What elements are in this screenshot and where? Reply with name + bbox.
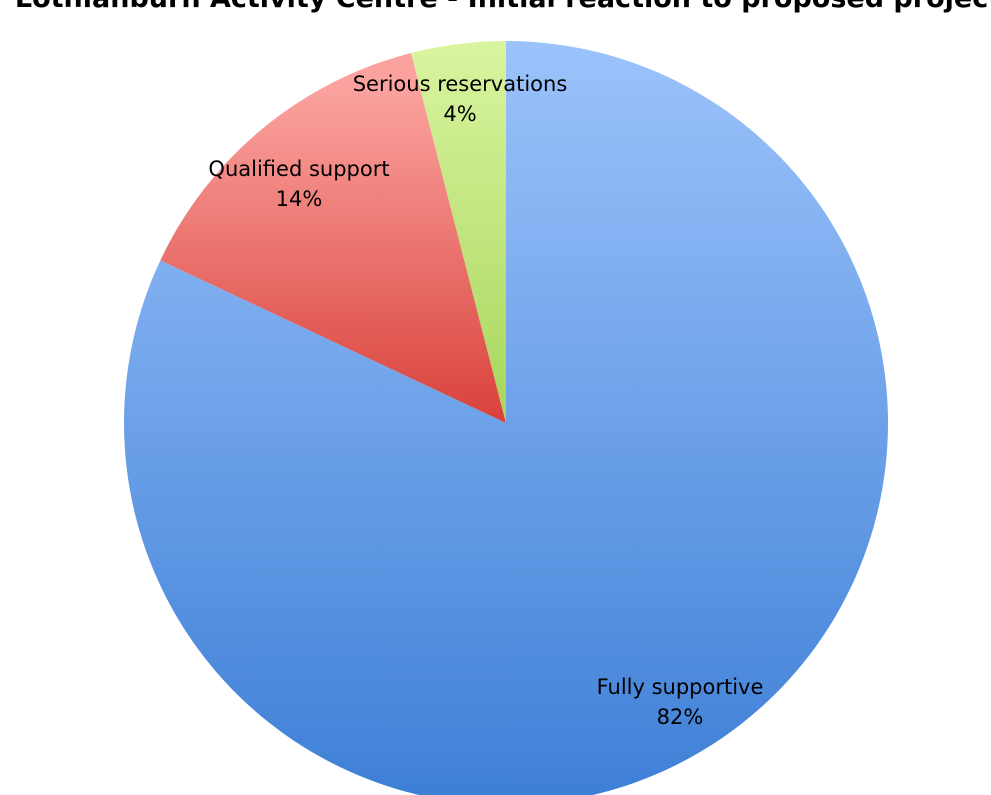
- pie-slices: [124, 41, 888, 795]
- slice-label: Serious reservations: [353, 72, 568, 96]
- slice-label: Qualified support: [208, 157, 389, 181]
- slice-percent: 14%: [276, 187, 323, 211]
- slice-percent: 4%: [443, 102, 476, 126]
- chart-title: Lothianburn Activity Centre - Initial re…: [0, 0, 991, 14]
- slice-label: Fully supportive: [597, 675, 764, 699]
- slice-percent: 82%: [657, 705, 704, 729]
- pie-slice-qualified-support: [160, 53, 507, 423]
- pie-slice-fully-supportive: [124, 41, 888, 795]
- pie-slice-serious-reservations: [411, 41, 506, 423]
- pie-labels: Fully supportive 82% Qualified support 14% S…: [208, 72, 763, 729]
